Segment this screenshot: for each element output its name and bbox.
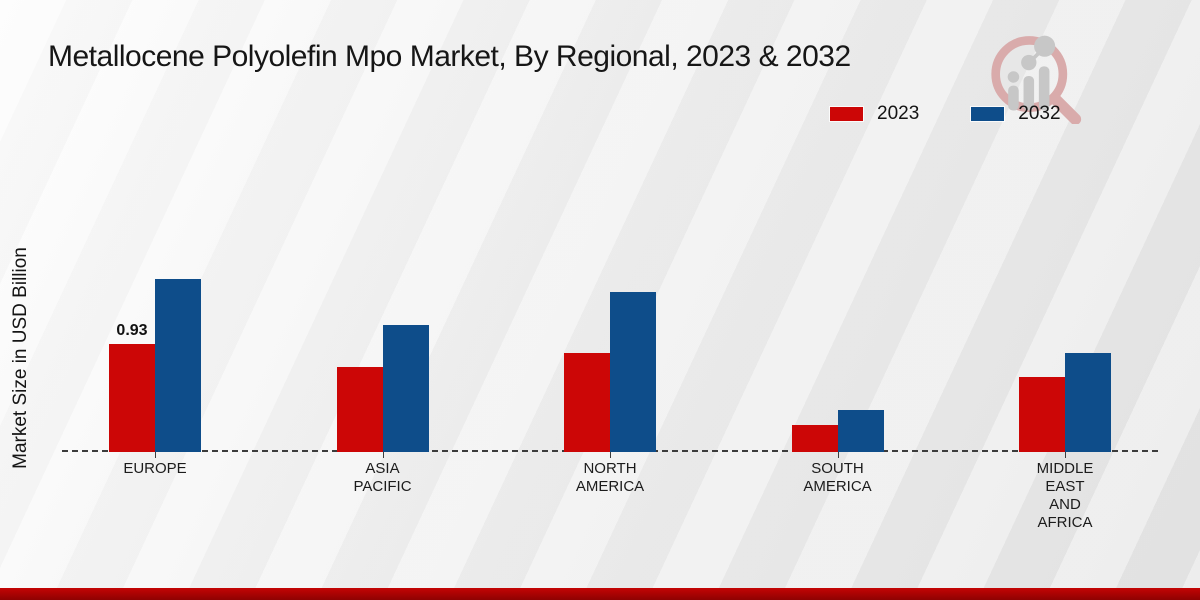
magnifier-bar-chart-logo [991, 35, 1082, 124]
category-label-asia-pacific: ASIA PACIFIC [353, 460, 412, 495]
legend-swatch-2023 [829, 106, 864, 122]
category-label-north-america: NORTH AMERICA [575, 460, 645, 495]
legend-item-2023: 2023 [829, 103, 920, 125]
chart-title: Metallocene Polyolefin Mpo Market, By Re… [48, 40, 851, 73]
bar-2032-europe [155, 279, 201, 452]
category-label-south-america: SOUTH AMERICA [803, 460, 872, 495]
bar-2032-asia-pacific [382, 325, 429, 452]
legend-label: 2032 [1018, 103, 1061, 124]
bar-2032-south-america [837, 410, 884, 452]
x-axis-tick-asia-pacific [382, 452, 384, 458]
bottom-accent-strip [0, 588, 1200, 600]
legend-item-2032: 2032 [970, 103, 1061, 125]
x-axis-tick-middle-east-and-africa [1065, 452, 1066, 458]
legend-label: 2023 [877, 103, 920, 124]
bar-2023-asia-pacific [336, 367, 383, 452]
bar-2023-north-america [564, 353, 610, 452]
bar-2023-south-america [791, 425, 838, 452]
bar-2032-north-america [610, 292, 656, 452]
category-label-middle-east-and-africa: MIDDLE EAST AND AFRICA [1036, 460, 1094, 531]
legend-swatch-2032 [970, 106, 1006, 122]
bar-2023-europe [109, 344, 155, 452]
chart-legend: 2023 2032 [829, 103, 1061, 125]
bar-value-label-2023-europe: 0.93 [116, 322, 148, 339]
x-axis-tick-europe [155, 452, 156, 458]
bar-2032-middle-east-and-africa [1065, 353, 1111, 452]
bar-2023-middle-east-and-africa [1019, 377, 1065, 452]
x-axis-tick-south-america [837, 452, 839, 458]
x-axis-tick-north-america [610, 452, 611, 458]
category-label-europe: EUROPE [123, 460, 187, 477]
